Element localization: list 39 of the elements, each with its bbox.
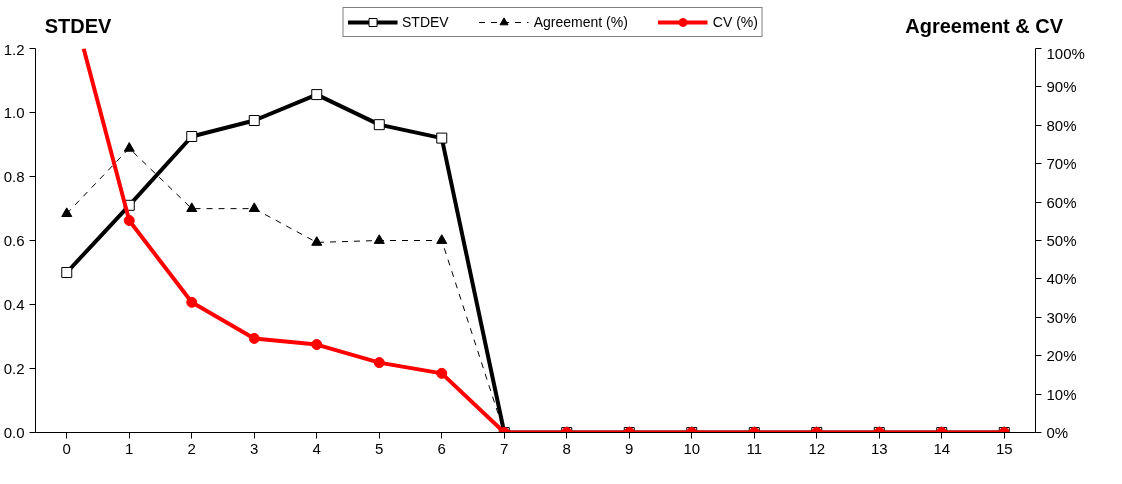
y2-tick-label: 10% [1046,385,1077,403]
x-tick-label: 11 [746,439,763,457]
y2-tick-label: 40% [1046,270,1077,288]
x-tick-label: 14 [933,439,951,457]
y-tick-label: 0.2 [3,359,25,377]
y2-tick-label: 20% [1046,347,1077,365]
y2-tick-label: 0% [1046,424,1069,441]
x-tick-label: 9 [625,439,634,457]
x-tick-label: 15 [995,439,1013,457]
y2-tick-label: 80% [1046,116,1077,134]
x-tick-label: 5 [375,439,384,457]
legend-label: Agreement (%) [533,14,628,30]
y2-tick-label: 50% [1046,232,1077,249]
y2-axis-title: Agreement & CV [905,14,1064,37]
y-tick-label: 0.8 [3,167,25,185]
y-tick-label: 1.2 [3,40,25,58]
x-tick-label: 13 [870,439,888,457]
x-tick-label: 1 [125,439,134,457]
y2-tick-label: 90% [1046,78,1077,96]
x-tick-label: 8 [562,439,571,457]
y-tick-label: 0.6 [3,231,25,249]
x-tick-label: 2 [187,439,196,457]
x-tick-label: 3 [250,439,259,457]
legend-label: STDEV [402,14,449,30]
x-tick-label: 4 [312,439,321,457]
y-tick-label: 0.4 [3,295,25,313]
x-tick-label: 10 [683,439,701,457]
x-tick-label: 12 [808,439,826,457]
y-tick-label: 1.0 [3,103,25,121]
y2-tick-label: 60% [1046,193,1077,211]
y2-tick-label: 30% [1046,308,1077,326]
y2-tick-label: 100% [1046,44,1085,62]
y2-tick-label: 70% [1046,155,1077,173]
legend-label: CV (%) [712,14,758,30]
y-axis-title: STDEV [44,14,113,37]
x-tick-label: 7 [500,439,509,457]
y-tick-label: 0.0 [3,423,25,441]
x-tick-label: 0 [62,439,71,457]
x-tick-label: 6 [437,439,446,457]
